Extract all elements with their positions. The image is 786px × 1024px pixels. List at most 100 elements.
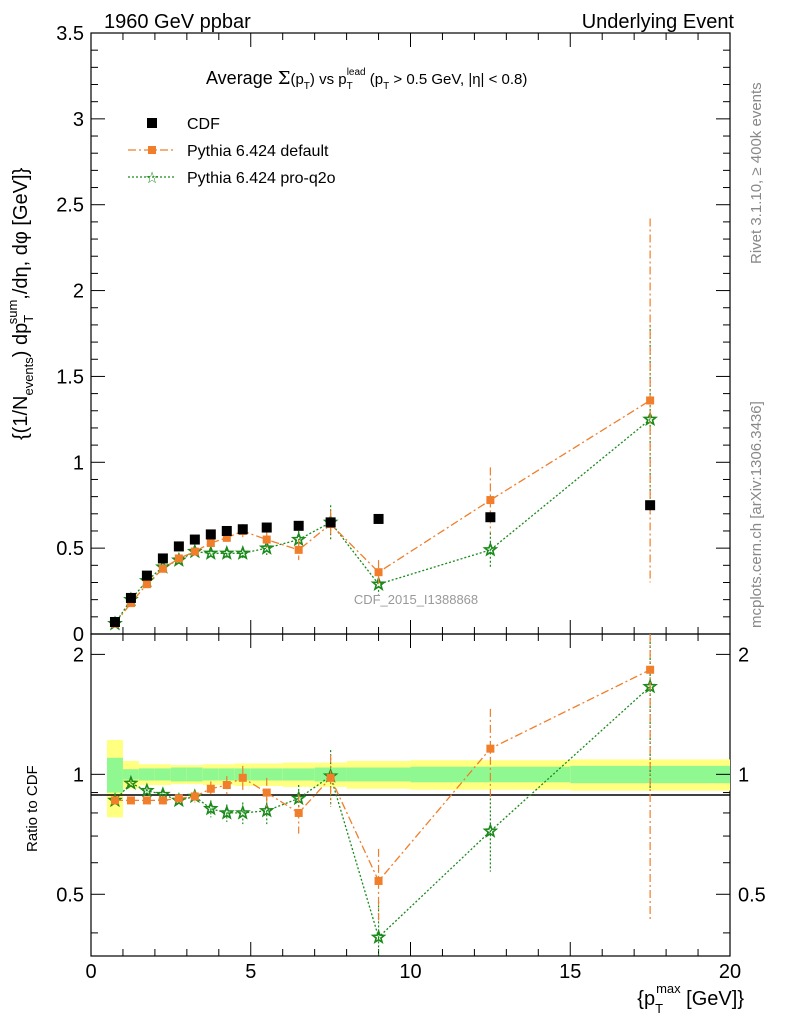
x-tick-label: 0: [85, 961, 96, 983]
ratio-default-point: [190, 792, 199, 801]
default-point: [262, 535, 271, 544]
ratio-band-inner: [250, 768, 283, 781]
cdf-data-point: [189, 534, 200, 545]
ratio-band-inner: [170, 767, 187, 782]
ratio-proq2o-point: [218, 804, 235, 820]
side-label-mcplots: mcplots.cern.ch [arXiv:1306.3436]: [748, 401, 765, 628]
legend-proq2o-label: Pythia 6.424 pro-q2o: [187, 170, 336, 187]
ratio-default-point: [262, 788, 271, 797]
cdf-data-point: [221, 525, 232, 536]
x-tick-label: 20: [719, 961, 741, 983]
proq2o-point: [202, 545, 219, 560]
proq2o-line: [114, 418, 651, 625]
ratio-default-point: [206, 784, 215, 793]
ratio-default-point: [646, 665, 655, 674]
default-point: [486, 496, 495, 505]
legend-proq2o-marker: ☆: [145, 170, 159, 187]
y-tick-label: 0.5: [56, 538, 84, 560]
x-axis-label: {pTmax [GeV]}: [637, 981, 744, 1016]
analysis-id: CDF_2015_I1388868: [354, 592, 478, 607]
proq2o-point: [171, 551, 187, 567]
x-tick-label: 5: [245, 961, 256, 983]
y-tick-label: 1: [73, 452, 84, 474]
ratio-tick-label: 2: [73, 644, 84, 666]
ratio-proq2o-point: [202, 800, 219, 816]
ratio-band-inner: [186, 767, 203, 782]
ratio-proq2o-point: [258, 802, 275, 818]
side-label-rivet: Rivet 3.1.10, ≥ 400k events: [748, 82, 765, 264]
ratio-band-inner: [122, 769, 139, 780]
ratio-tick-label-right: 2: [738, 644, 749, 666]
default-point: [374, 568, 383, 577]
cdf-data-point: [125, 592, 136, 603]
ratio-band-inner: [346, 767, 411, 782]
ratio-band-inner: [202, 768, 219, 781]
tick-labels: 0 5 10 15 20 0 0.5 1 1.5 2 2.5 3 3.5 0.5 0.5 1 1 2 2: [56, 23, 766, 983]
ratio-proq2o-point: [370, 929, 387, 944]
cdf-data-point: [325, 517, 336, 528]
ratio-default-point: [294, 808, 303, 817]
axis-ticks: [90, 32, 731, 956]
cdf-data-point: [109, 616, 120, 627]
cdf-data-point: [485, 512, 496, 523]
legend-cdf-label: CDF: [187, 116, 220, 133]
default-point: [294, 545, 303, 554]
proq2o-point: [218, 545, 235, 560]
proq2o-point: [234, 544, 251, 560]
default-point: [206, 538, 215, 547]
ratio-band-inner: [282, 768, 315, 781]
header-left: 1960 GeV ppbar: [104, 11, 251, 33]
cdf-data-point: [173, 541, 184, 552]
proq2o-point: [482, 541, 499, 557]
y-tick-label: 1.5: [56, 366, 84, 388]
ratio-proq2o-point: [139, 782, 155, 798]
main-series: [107, 218, 658, 631]
ratio-band-inner: [218, 768, 235, 781]
ratio-default-point: [326, 773, 335, 782]
ratio-tick-label: 1: [73, 764, 84, 786]
default-point: [126, 599, 135, 608]
legend-default-label: Pythia 6.424 default: [187, 143, 329, 160]
x-tick-label: 10: [399, 961, 421, 983]
ratio-default-point: [174, 794, 183, 803]
y-tick-label: 3.5: [56, 23, 84, 45]
default-point: [222, 533, 231, 542]
cdf-data-point: [293, 520, 304, 531]
ratio-default-point: [158, 796, 167, 805]
ratio-default-point: [126, 796, 135, 805]
y-tick-label: 0: [73, 624, 84, 646]
cdf-data-point: [261, 522, 272, 533]
ratio-default-point: [110, 796, 119, 805]
cdf-data-point: [645, 500, 656, 511]
ratio-band-inner: [138, 768, 155, 781]
cdf-data-point: [141, 570, 152, 581]
x-tick-label: 15: [559, 961, 581, 983]
y-axis-label: {(1/Nevents) dpTsum,/dη, dφ [GeV]}: [5, 167, 36, 440]
ratio-series: [107, 634, 658, 956]
legend-cdf-marker: [147, 118, 157, 128]
legend-default-marker: [148, 146, 156, 154]
cdf-data-point: [373, 513, 384, 524]
default-point: [158, 564, 167, 573]
ratio-tick-label: 0.5: [56, 884, 84, 906]
cdf-data-point: [205, 529, 216, 540]
ratio-default-point: [238, 773, 247, 782]
y-tick-label: 2: [73, 281, 84, 303]
chart-title: Average Σ(pT) vs pTlead (pT > 0.5 GeV, |…: [206, 67, 527, 92]
cdf-data-point: [237, 524, 248, 535]
ratio-proq2o-point: [234, 804, 251, 820]
default-point: [174, 554, 183, 563]
y-tick-label: 3: [73, 109, 84, 131]
ratio-band-inner: [154, 768, 171, 781]
ratio-default-point: [142, 796, 151, 805]
proq2o-point: [370, 575, 387, 592]
ratio-tick-label-right: 1: [738, 764, 749, 786]
ratio-y-label: Ratio to CDF: [24, 765, 41, 852]
ratio-default-point: [374, 876, 383, 885]
y-tick-label: 2.5: [56, 195, 84, 217]
ratio-band-inner: [106, 757, 123, 793]
default-point: [646, 396, 655, 405]
ratio-uncertainty-band: [106, 739, 730, 818]
header-right: Underlying Event: [582, 11, 735, 33]
